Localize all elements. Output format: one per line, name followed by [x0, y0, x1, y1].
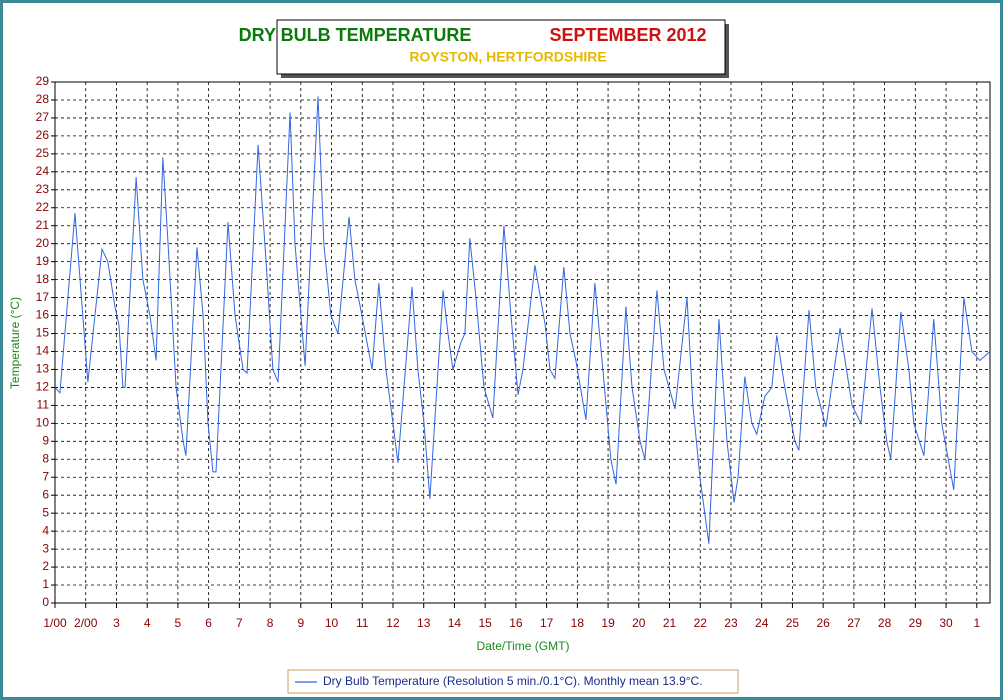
chart-title: DRY BULB TEMPERATURE	[239, 25, 472, 45]
x-tick-label: 15	[478, 616, 492, 630]
x-tick-label: 21	[663, 616, 677, 630]
x-tick-label: 1/00	[43, 616, 67, 630]
y-tick-label: 3	[42, 541, 49, 555]
y-tick-label: 2	[42, 559, 49, 573]
legend-box	[287, 669, 739, 694]
x-tick-label: 8	[267, 616, 274, 630]
y-tick-label: 27	[36, 110, 50, 124]
y-tick-label: 8	[42, 451, 49, 465]
y-tick-label: 5	[42, 505, 49, 519]
plot-area-border	[54, 81, 991, 604]
y-tick-label: 23	[36, 182, 50, 196]
y-tick-label: 25	[36, 146, 50, 160]
x-tick-label: 10	[325, 616, 339, 630]
chart: DRY BULB TEMPERATURE SEPTEMBER 2012 ROYS…	[8, 19, 991, 694]
x-tick-label: 25	[786, 616, 800, 630]
y-tick-label: 10	[36, 416, 50, 430]
y-tick-label: 0	[42, 595, 49, 609]
y-tick-label: 21	[36, 218, 50, 232]
x-tick-label: 6	[205, 616, 212, 630]
chart-title-period: SEPTEMBER 2012	[549, 25, 706, 45]
x-tick-label: 29	[909, 616, 923, 630]
y-tick-label: 12	[36, 380, 50, 394]
x-tick-label: 17	[540, 616, 554, 630]
x-tick-label: 1	[973, 616, 980, 630]
y-tick-label: 28	[36, 92, 50, 106]
y-tick-label: 29	[36, 74, 50, 88]
y-tick-label: 13	[36, 362, 50, 376]
y-tick-label: 16	[36, 308, 50, 322]
y-tick-label: 7	[42, 469, 49, 483]
title-box	[276, 19, 726, 75]
x-tick-label: 20	[632, 616, 646, 630]
x-tick-label: 13	[417, 616, 431, 630]
x-tick-label: 3	[113, 616, 120, 630]
y-tick-label: 9	[42, 433, 49, 447]
chart-subtitle: ROYSTON, HERTFORDSHIRE	[409, 49, 606, 65]
y-tick-label: 20	[36, 236, 50, 250]
x-tick-label: 23	[724, 616, 738, 630]
x-tick-label: 16	[509, 616, 523, 630]
y-tick-label: 26	[36, 128, 50, 142]
x-tick-label: 22	[694, 616, 708, 630]
x-tick-label: 18	[571, 616, 585, 630]
x-tick-label: 14	[448, 616, 462, 630]
x-tick-label: 26	[816, 616, 830, 630]
y-tick-label: 22	[36, 200, 50, 214]
y-tick-label: 17	[36, 290, 50, 304]
y-axis-label: Temperature (°C)	[8, 297, 22, 389]
y-tick-label: 19	[36, 254, 50, 268]
y-tick-label: 6	[42, 487, 49, 501]
x-axis-label: Date/Time (GMT)	[477, 639, 570, 653]
y-tick-label: 18	[36, 272, 50, 286]
x-tick-label: 19	[601, 616, 615, 630]
temperature-line	[54, 96, 991, 544]
y-tick-label: 1	[42, 577, 49, 591]
x-tick-label: 9	[297, 616, 304, 630]
y-tick-label: 11	[37, 398, 50, 412]
x-tick-label: 2/00	[74, 616, 98, 630]
x-tick-label: 30	[939, 616, 953, 630]
x-tick-label: 28	[878, 616, 892, 630]
legend-label: Dry Bulb Temperature (Resolution 5 min./…	[323, 674, 703, 688]
x-tick-label: 11	[356, 616, 369, 630]
y-tick-label: 14	[36, 344, 50, 358]
x-tick-label: 24	[755, 616, 769, 630]
x-tick-label: 7	[236, 616, 243, 630]
y-tick-label: 24	[36, 164, 50, 178]
y-tick-label: 4	[42, 523, 49, 537]
x-tick-label: 12	[386, 616, 400, 630]
x-tick-label: 27	[847, 616, 861, 630]
y-tick-label: 15	[36, 326, 50, 340]
x-tick-label: 4	[144, 616, 151, 630]
x-tick-label: 5	[175, 616, 182, 630]
